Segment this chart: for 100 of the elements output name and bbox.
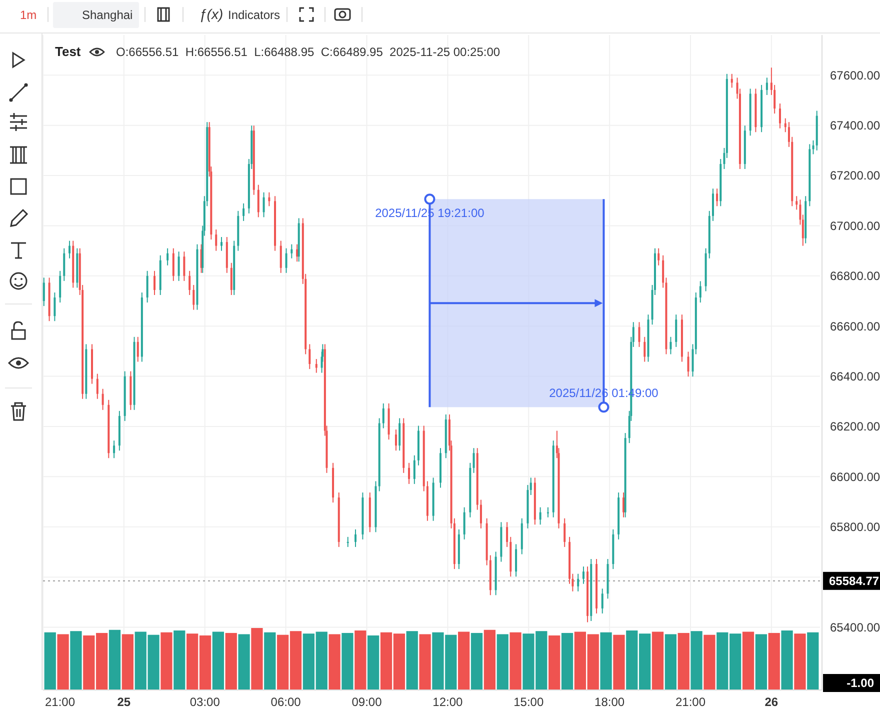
- candlestick: [539, 506, 542, 526]
- candlestick: [172, 248, 174, 282]
- candlestick: [188, 270, 191, 296]
- bar: [458, 632, 470, 690]
- bar: [122, 634, 134, 690]
- candlestick: [515, 544, 518, 578]
- candlestick: [784, 118, 786, 133]
- candlestick: [638, 322, 640, 348]
- bar: [755, 634, 767, 690]
- candlestick: [622, 492, 624, 518]
- candlestick: [577, 573, 580, 592]
- candlestick: [315, 358, 318, 374]
- candlestick: [699, 280, 702, 304]
- candlestick: [42, 277, 45, 307]
- x-tick-label: 21:00: [675, 695, 706, 709]
- text: ƒ(x): [199, 6, 224, 23]
- bar: [742, 632, 754, 690]
- bar: [781, 630, 793, 690]
- bar: [561, 632, 574, 690]
- bar: [225, 632, 237, 690]
- bar: [57, 634, 69, 690]
- x-tick-label: 15:00: [514, 695, 544, 709]
- candlestick: [166, 248, 169, 266]
- candlestick: [766, 77, 768, 96]
- candlestick: [644, 336, 646, 362]
- candlestick: [308, 344, 311, 370]
- candlestick: [398, 418, 401, 452]
- y-tick-label: 67200.00: [830, 168, 880, 183]
- candlestick: [262, 192, 265, 218]
- y-tick-label: 67400.00: [830, 118, 880, 133]
- x-tick-label: 06:00: [270, 695, 302, 709]
- bar: [368, 635, 380, 690]
- candlestick: [63, 248, 66, 282]
- candlestick: [146, 270, 148, 304]
- x-tick-label: 21:00: [44, 695, 76, 709]
- ref-line-label: 65584.77: [829, 574, 880, 588]
- candlestick: [354, 528, 357, 548]
- y-tick-label: 66200.00: [830, 420, 880, 434]
- candlestick: [257, 184, 260, 218]
- x-tick-label: 25: [117, 695, 131, 709]
- candlestick: [601, 588, 604, 614]
- candlestick: [564, 518, 566, 548]
- x-tick-label: 03:00: [190, 695, 220, 709]
- candlestick: [472, 448, 475, 474]
- candlestick: [670, 336, 672, 355]
- bar: [613, 634, 625, 690]
- bar: [496, 634, 508, 690]
- candlestick: [183, 251, 186, 282]
- y-tick-label: 66600.00: [830, 319, 880, 334]
- bar: [548, 635, 560, 690]
- bar: [160, 632, 172, 690]
- bar: [678, 632, 690, 690]
- y-tick-label: 66000.00: [830, 470, 880, 484]
- candlestick: [215, 228, 218, 252]
- bar: [794, 634, 806, 690]
- candlestick: [692, 344, 694, 378]
- candlestick: [582, 566, 584, 584]
- candlestick: [480, 499, 482, 529]
- text: -1.00: [846, 676, 874, 690]
- bar: [768, 632, 780, 690]
- candlestick: [812, 140, 814, 155]
- bar: [108, 630, 121, 690]
- y-tick-label: 67600.00: [830, 68, 880, 82]
- candlestick: [285, 248, 288, 274]
- candlestick: [394, 429, 397, 452]
- candlestick: [658, 248, 660, 266]
- bar: [174, 630, 186, 690]
- bar: [354, 630, 366, 690]
- bar: [690, 631, 702, 690]
- candlestick: [687, 351, 690, 378]
- candlestick: [54, 292, 56, 322]
- candlestick: [506, 522, 508, 548]
- bar: [212, 632, 224, 690]
- bar: [44, 632, 56, 690]
- candlestick: [712, 188, 714, 222]
- candlestick: [59, 270, 62, 304]
- candlestick: [546, 506, 549, 518]
- candlestick: [346, 536, 349, 548]
- bar: [328, 634, 340, 690]
- candlestick: [796, 196, 798, 210]
- bar: [406, 631, 418, 690]
- bar: [600, 632, 612, 690]
- bar: [652, 632, 664, 690]
- y-tick-label: 65800.00: [830, 520, 880, 534]
- x-tick-label: 18:00: [594, 695, 625, 709]
- candlestick: [716, 188, 718, 207]
- candlestick: [530, 477, 532, 496]
- x-tick-label: 09:00: [352, 695, 382, 709]
- candlestick: [730, 73, 733, 88]
- candlestick: [296, 244, 298, 262]
- candlestick: [413, 454, 416, 484]
- text: Indicators: [228, 8, 280, 22]
- bar: [70, 631, 82, 690]
- y-tick-label: 66800.00: [830, 269, 880, 284]
- bar: [419, 634, 431, 690]
- bar: [807, 632, 819, 690]
- bar: [470, 632, 483, 690]
- bar: [704, 634, 716, 690]
- candlestick: [242, 202, 245, 222]
- bar: [342, 632, 354, 690]
